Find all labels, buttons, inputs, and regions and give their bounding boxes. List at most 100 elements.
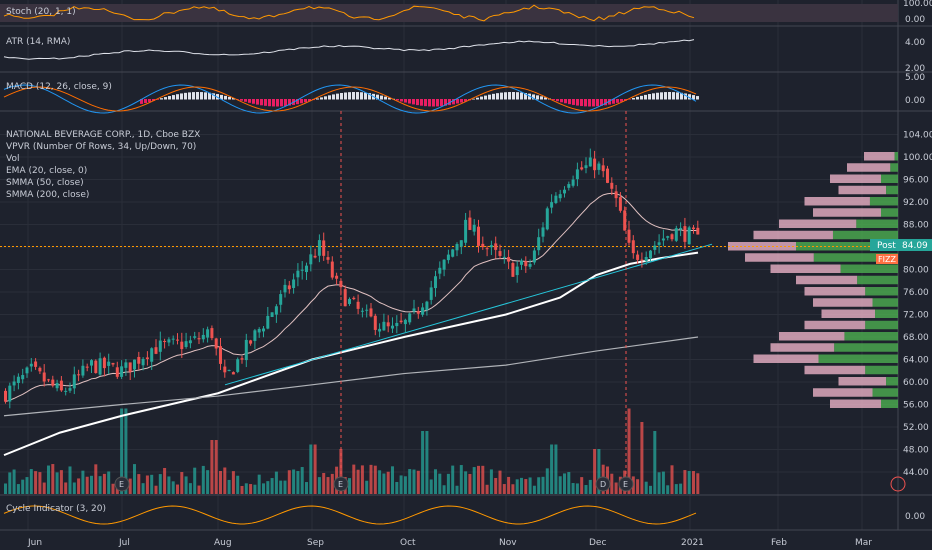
candle-body <box>111 362 115 365</box>
candle-body <box>696 227 700 235</box>
macd-hist-bar <box>412 99 415 105</box>
candle-body <box>34 361 38 367</box>
volume-bar <box>197 485 201 494</box>
macd-hist-bar <box>652 93 655 100</box>
macd-hist-bar <box>452 99 455 105</box>
macd-hist-bar <box>520 92 523 100</box>
candle-body <box>541 227 545 237</box>
candle-body <box>421 307 425 315</box>
alert-icon[interactable] <box>890 476 906 492</box>
macd-hist-bar <box>304 99 307 103</box>
volume-bar <box>532 485 536 494</box>
volume-bar <box>68 466 72 494</box>
earnings-marker-3[interactable]: E <box>618 476 634 492</box>
candle-body <box>150 348 154 362</box>
candle-body <box>72 374 76 389</box>
macd-hist-bar <box>696 96 699 100</box>
candle-body <box>395 322 399 327</box>
candle-body <box>692 227 695 230</box>
vpvr-down-row <box>813 208 881 217</box>
price-tick: 88.00 <box>903 221 929 231</box>
volume-bar <box>124 408 128 494</box>
volume-bar <box>558 476 562 494</box>
candle-body <box>137 356 141 364</box>
macd-hist-bar <box>616 99 619 103</box>
volume-bar <box>670 465 674 494</box>
candle-body <box>464 219 468 243</box>
macd-hist-bar <box>244 99 247 102</box>
post-value: 84.09 <box>902 241 928 251</box>
macd-hist-bar <box>376 94 379 100</box>
candle-body <box>403 319 407 325</box>
volume-bar <box>29 469 33 494</box>
volume-bar <box>502 484 506 494</box>
atr-label: ATR (14, RMA) <box>6 37 70 47</box>
candle-body <box>657 242 661 245</box>
macd-hist-bar <box>164 97 167 100</box>
volume-bar <box>326 477 330 494</box>
macd-hist-bar <box>516 92 519 100</box>
volume-bar <box>554 444 558 494</box>
stoch-pane <box>0 4 898 22</box>
candle-body <box>55 383 59 389</box>
macd-hist-bar <box>672 92 675 100</box>
vpvr-up-row <box>856 219 898 228</box>
candle-body <box>335 275 339 279</box>
price-tick: 48.00 <box>903 446 929 456</box>
x-label-jul: Jul <box>118 538 130 548</box>
volume-bar <box>47 465 50 494</box>
volume-bar <box>279 480 283 494</box>
signal-line <box>3 86 697 112</box>
x-label-jun: Jun <box>27 538 42 548</box>
price-tick: 92.00 <box>903 198 929 208</box>
macd-hist-bar <box>460 99 463 103</box>
volume-bar <box>59 470 63 494</box>
candle-body <box>515 266 519 276</box>
macd-hist-bar <box>236 99 239 100</box>
candle-body <box>158 340 162 352</box>
vpvr-down-row <box>813 298 873 307</box>
macd-hist-bar <box>656 92 659 100</box>
volume-bar <box>8 472 12 494</box>
volume-bar <box>438 473 442 494</box>
candle-body <box>262 328 265 332</box>
volume-bar <box>425 431 429 494</box>
candle-body <box>472 224 476 232</box>
x-label-aug: Aug <box>214 538 232 548</box>
macd-hist-bar <box>644 94 647 100</box>
candle-body <box>563 189 566 194</box>
macd-hist-bar <box>348 92 351 100</box>
volume-bar <box>614 482 618 494</box>
macd-hist-bar <box>148 99 151 102</box>
volume-bar <box>468 473 472 494</box>
candle-body <box>606 168 609 183</box>
macd-hist-bar <box>268 99 271 107</box>
vpvr-up-row <box>857 275 898 285</box>
macd-hist-bar <box>224 95 227 100</box>
macd-hist-bar <box>288 99 291 106</box>
macd-hist-bar <box>368 93 371 100</box>
earnings-marker-2[interactable]: E <box>333 476 349 492</box>
volume-bar <box>545 468 549 494</box>
candle-body <box>81 365 85 376</box>
volume-bar <box>403 476 407 494</box>
macd-hist-bar <box>152 99 155 101</box>
volume-bar <box>657 472 661 494</box>
volume-bar <box>455 485 459 494</box>
candle-body <box>528 263 532 267</box>
macd-hist-bar <box>308 99 311 102</box>
indicator-label-vol: Vol <box>6 154 19 164</box>
earnings-marker-1[interactable]: E <box>114 476 130 492</box>
stoch-label: Stoch (20, 1, 1) <box>6 7 76 17</box>
volume-bar <box>661 471 665 494</box>
candle-body <box>77 374 81 376</box>
macd-hist-bar <box>344 92 347 100</box>
dividend-marker[interactable]: D <box>595 476 611 492</box>
volume-bar <box>25 477 29 494</box>
volume-bars <box>4 408 700 494</box>
macd-hist-bar <box>388 97 391 100</box>
volume-bar <box>223 467 227 494</box>
volume-bar <box>567 472 571 494</box>
